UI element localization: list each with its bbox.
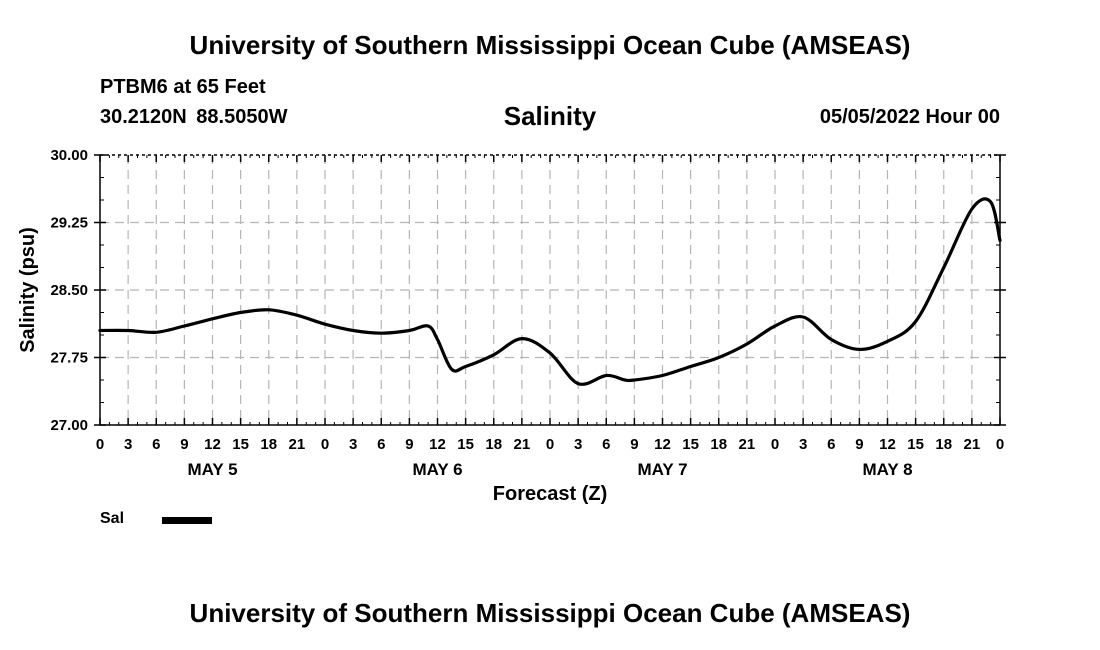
x-tick-label: 3: [799, 436, 807, 453]
y-tick-label: 30.00: [50, 147, 88, 164]
x-tick-label: 15: [682, 436, 699, 453]
x-tick-label: 12: [654, 436, 671, 453]
station-coordinates: 30.2120N 88.5050W: [100, 106, 288, 128]
x-tick-label: 0: [996, 436, 1004, 453]
x-tick-label: 3: [574, 436, 582, 453]
x-tick-label: 18: [935, 436, 952, 453]
y-tick-label: 27.75: [50, 350, 88, 367]
plot-title: Salinity: [503, 101, 597, 131]
y-tick-label: 28.50: [50, 282, 88, 299]
x-tick-label: 12: [879, 436, 896, 453]
x-day-label: MAY 6: [412, 460, 462, 479]
x-tick-label: 21: [964, 436, 981, 453]
x-axis-label: Forecast (Z): [493, 483, 607, 505]
x-tick-label: 9: [405, 436, 413, 453]
x-day-label: MAY 7: [637, 460, 687, 479]
x-day-label: MAY 5: [187, 460, 237, 479]
y-tick-label: 27.00: [50, 417, 88, 434]
x-tick-label: 0: [546, 436, 554, 453]
legend-line-swatch: [162, 517, 212, 524]
x-tick-label: 9: [180, 436, 188, 453]
axis-layer: 0 3 6 9 12 15 18 21 0 3 6 9 12 15 18 21 0 3 6 9 12 15 18 21 0 3 6 9…: [50, 147, 1006, 479]
x-tick-label: 6: [152, 436, 160, 453]
x-tick-label: 3: [124, 436, 132, 453]
x-tick-label: 15: [232, 436, 249, 453]
x-tick-label: 18: [260, 436, 277, 453]
x-tick-label: 12: [204, 436, 221, 453]
series-layer: [98, 197, 1002, 386]
series-line-sal: [98, 197, 1002, 386]
x-tick-label: 0: [771, 436, 779, 453]
x-tick-label: 6: [602, 436, 610, 453]
x-tick-label: 9: [630, 436, 638, 453]
grid-layer: [100, 155, 1000, 425]
x-tick-label: 18: [485, 436, 502, 453]
main-title: University of Southern Mississippi Ocean…: [189, 30, 911, 60]
x-tick-label: 9: [855, 436, 863, 453]
x-tick-label: 21: [514, 436, 531, 453]
x-tick-label: 21: [289, 436, 306, 453]
x-tick-label: 0: [96, 436, 104, 453]
x-tick-label: 15: [907, 436, 924, 453]
x-tick-label: 0: [321, 436, 329, 453]
x-tick-label: 18: [710, 436, 727, 453]
x-tick-label: 12: [429, 436, 446, 453]
legend-label: Sal: [100, 510, 125, 527]
station-name: PTBM6 at 65 Feet: [100, 76, 266, 98]
x-day-label: MAY 8: [862, 460, 912, 479]
footer-title: University of Southern Mississippi Ocean…: [189, 598, 911, 628]
y-axis-label: Salinity (psu): [17, 227, 39, 353]
x-tick-label: 21: [739, 436, 756, 453]
x-tick-label: 15: [457, 436, 474, 453]
run-time: 05/05/2022 Hour 00: [819, 106, 1000, 128]
x-tick-label: 3: [349, 436, 357, 453]
x-tick-label: 6: [827, 436, 835, 453]
x-tick-label: 6: [377, 436, 385, 453]
y-tick-label: 29.25: [50, 215, 88, 232]
